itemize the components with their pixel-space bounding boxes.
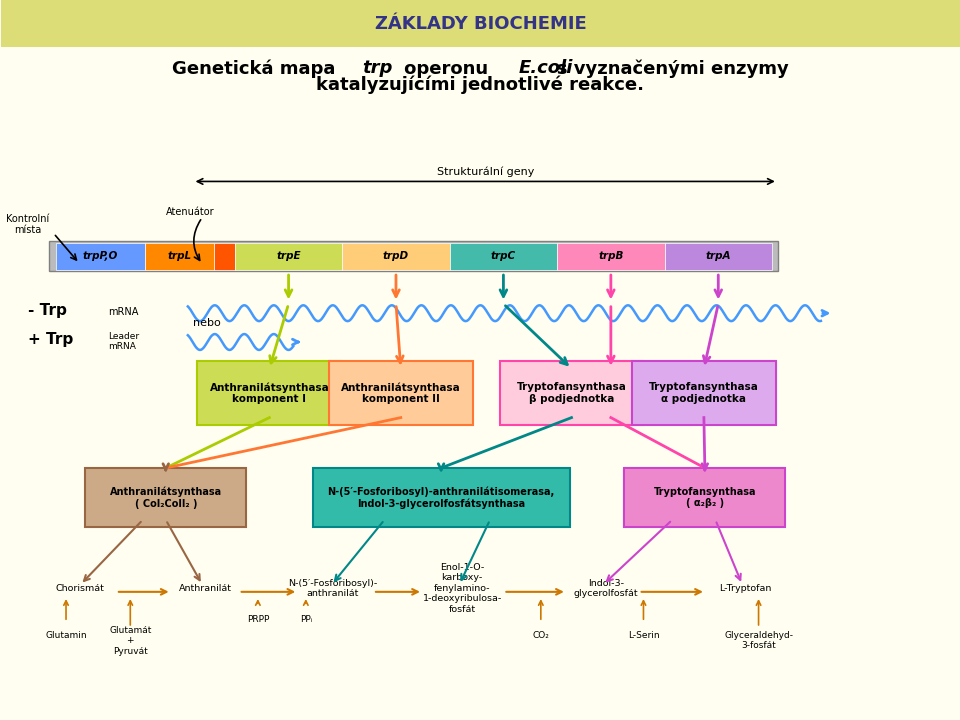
FancyBboxPatch shape — [624, 468, 785, 527]
Text: Tryptofansynthasa
β podjednotka: Tryptofansynthasa β podjednotka — [516, 382, 627, 404]
Text: - Trp: - Trp — [28, 303, 66, 318]
FancyBboxPatch shape — [499, 361, 643, 425]
FancyBboxPatch shape — [235, 243, 343, 270]
Text: Anthranilát: Anthranilát — [179, 584, 231, 593]
Text: L-Tryptofan: L-Tryptofan — [719, 584, 771, 593]
Text: Genetická mapa           operonu           s vyznačenými enzymy: Genetická mapa operonu s vyznačenými enz… — [172, 59, 789, 78]
Text: CO₂: CO₂ — [533, 631, 549, 639]
Text: Kontrolní
místa: Kontrolní místa — [6, 214, 49, 235]
Text: katalyzujícími jednotlivé reakce.: katalyzujícími jednotlivé reakce. — [317, 76, 644, 94]
FancyBboxPatch shape — [57, 243, 145, 270]
FancyBboxPatch shape — [313, 468, 569, 527]
Text: + Trp: + Trp — [28, 332, 73, 346]
Text: Atenuátor: Atenuátor — [166, 207, 215, 217]
Text: PPᵢ: PPᵢ — [300, 615, 312, 624]
Text: Glutamát
+
Pyruvát: Glutamát + Pyruvát — [109, 626, 152, 656]
FancyBboxPatch shape — [198, 361, 342, 425]
Text: trpD: trpD — [383, 251, 409, 261]
Text: Anthranilátsynthasa
( CoI₂CoII₂ ): Anthranilátsynthasa ( CoI₂CoII₂ ) — [109, 487, 222, 508]
Text: trpP,O: trpP,O — [83, 251, 118, 261]
Text: trpB: trpB — [598, 251, 624, 261]
FancyBboxPatch shape — [632, 361, 776, 425]
Text: mRNA: mRNA — [108, 307, 138, 317]
FancyBboxPatch shape — [557, 243, 664, 270]
Text: Glyceraldehyd-
3-fosfát: Glyceraldehyd- 3-fosfát — [724, 631, 793, 650]
Text: Leader: Leader — [108, 332, 139, 341]
Text: trpC: trpC — [491, 251, 516, 261]
Text: Glutamin: Glutamin — [45, 631, 86, 639]
Text: ZÁKLADY BIOCHEMIE: ZÁKLADY BIOCHEMIE — [374, 15, 587, 33]
FancyBboxPatch shape — [343, 243, 449, 270]
Text: N-(5′-Fosforibosyl)-anthranilátisomerasa,
Indol-3-glycerolfosfátsynthasa: N-(5′-Fosforibosyl)-anthranilátisomerasa… — [327, 486, 555, 509]
Text: E.coli: E.coli — [518, 60, 573, 78]
Text: Anthranilátsynthasa
komponent I: Anthranilátsynthasa komponent I — [209, 382, 329, 404]
FancyBboxPatch shape — [49, 241, 778, 271]
Text: Tryptofansynthasa
( α₂β₂ ): Tryptofansynthasa ( α₂β₂ ) — [654, 487, 756, 508]
Text: PRPP: PRPP — [247, 615, 269, 624]
Text: Enol-1-O-
karboxy-
fenylamino-
1-deoxyribulosa-
fosfát: Enol-1-O- karboxy- fenylamino- 1-deoxyri… — [422, 563, 502, 613]
Text: Anthranilátsynthasa
komponent II: Anthranilátsynthasa komponent II — [341, 382, 461, 404]
FancyBboxPatch shape — [329, 361, 472, 425]
FancyBboxPatch shape — [85, 468, 247, 527]
FancyBboxPatch shape — [664, 243, 772, 270]
FancyBboxPatch shape — [145, 243, 214, 270]
Text: Strukturální geny: Strukturální geny — [437, 166, 534, 177]
FancyBboxPatch shape — [1, 0, 960, 47]
FancyBboxPatch shape — [214, 243, 235, 270]
Text: N-(5′-Fosforibosyl)-
anthranilát: N-(5′-Fosforibosyl)- anthranilát — [288, 579, 377, 598]
Text: L-Serin: L-Serin — [628, 631, 660, 639]
Text: Indol-3-
glycerolfosfát: Indol-3- glycerolfosfát — [574, 579, 638, 598]
Text: mRNA: mRNA — [108, 342, 136, 351]
Text: Chorismát: Chorismát — [56, 584, 105, 593]
Text: trp: trp — [363, 60, 393, 78]
Text: trpE: trpE — [276, 251, 300, 261]
Text: nebo: nebo — [193, 318, 221, 328]
Text: trpL: trpL — [167, 251, 191, 261]
FancyBboxPatch shape — [449, 243, 557, 270]
Text: trpA: trpA — [706, 251, 731, 261]
Text: Tryptofansynthasa
α podjednotka: Tryptofansynthasa α podjednotka — [649, 382, 758, 404]
